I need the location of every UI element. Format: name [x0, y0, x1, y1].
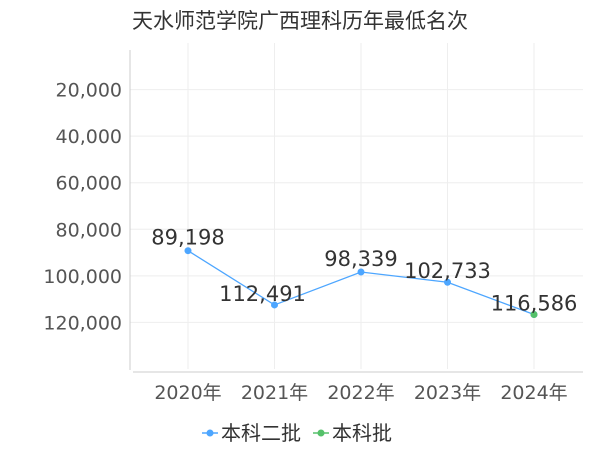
axes	[129, 50, 583, 373]
data-point	[530, 310, 538, 318]
gridlines	[130, 43, 583, 369]
series-points	[184, 247, 538, 318]
x-tick-label: 2024年	[500, 382, 567, 404]
x-tick-label: 2020年	[154, 382, 221, 404]
y-axis-ticks: 20,000 40,000 60,000 80,000 100,000 120,000	[43, 80, 122, 335]
data-point	[184, 247, 192, 255]
y-tick-label: 100,000	[43, 266, 122, 288]
legend-label: 本科二批	[221, 421, 301, 445]
legend: 本科二批 本科批	[202, 421, 392, 445]
data-label: 102,733	[404, 259, 491, 283]
y-tick-label: 80,000	[56, 219, 122, 241]
x-tick-label: 2022年	[327, 382, 394, 404]
data-label: 98,339	[324, 247, 397, 271]
legend-swatch-marker	[317, 429, 325, 437]
y-tick-label: 60,000	[56, 173, 122, 195]
legend-swatch-marker	[206, 429, 214, 437]
y-tick-label: 40,000	[56, 126, 122, 148]
chart-title: 天水师范学院广西理科历年最低名次	[132, 9, 468, 33]
legend-label: 本科批	[332, 421, 392, 445]
data-point	[444, 278, 451, 286]
y-tick-label: 120,000	[43, 312, 122, 334]
data-point	[271, 301, 278, 309]
data-point	[357, 268, 365, 276]
data-label: 116,586	[491, 291, 578, 315]
x-axis-ticks: 2020年 2021年 2022年 2023年 2024年	[154, 382, 567, 404]
data-label: 89,198	[151, 226, 224, 250]
x-tick-label: 2021年	[241, 382, 308, 404]
x-tick-label: 2023年	[414, 382, 481, 404]
data-label: 112,491	[219, 282, 306, 306]
y-tick-label: 20,000	[56, 80, 122, 102]
